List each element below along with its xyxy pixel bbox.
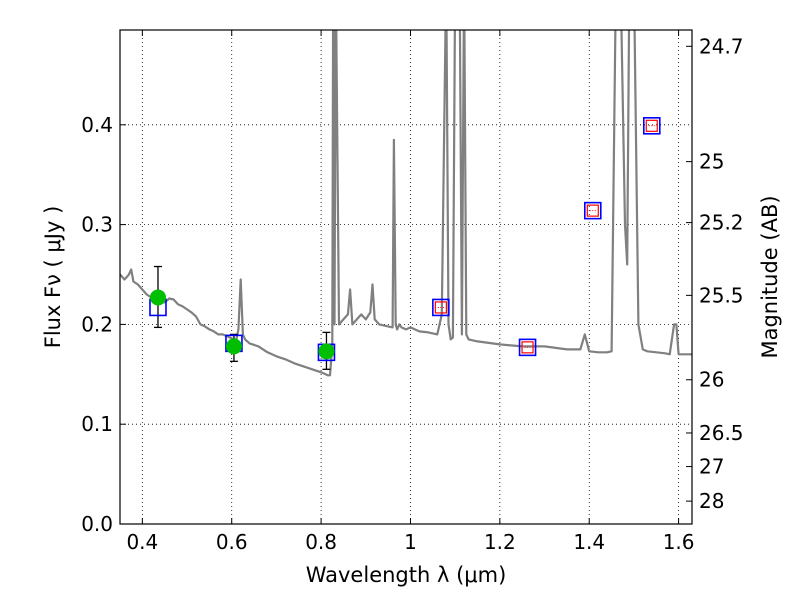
model-square	[518, 338, 537, 357]
model-inner-square	[586, 204, 599, 217]
y-tick-label: 0.2	[81, 312, 113, 336]
y2-tick-label: 25.2	[699, 211, 744, 235]
axis-ticks: 0.4 0.6 0.8 1 1.2 1.4 1.6 0.0 0.1 0.2 0.3 0.4 24.7 25…	[81, 30, 744, 554]
observed-point	[225, 338, 242, 355]
model-inner-square	[521, 341, 534, 354]
observed-point	[318, 343, 335, 360]
y2-tick-label: 26.5	[699, 421, 744, 445]
x-axis-title: Wavelength λ (μm)	[306, 563, 507, 587]
y2-tick-label: 26	[699, 368, 724, 392]
y2-tick-label: 25	[699, 150, 724, 174]
y2-tick-label: 25.5	[699, 283, 744, 307]
y2-tick-label: 27	[699, 455, 724, 479]
y-tick-label: 0.0	[81, 512, 113, 536]
x-tick-label: 0.8	[305, 530, 337, 554]
y-tick-label: 0.3	[81, 213, 113, 237]
data-series	[120, 30, 692, 377]
model-inner-square	[434, 301, 447, 314]
x-tick-label: 1.6	[663, 530, 695, 554]
y-tick-label: 0.1	[81, 412, 113, 436]
x-tick-label: 1	[404, 530, 417, 554]
y-tick-label: 0.4	[81, 113, 113, 137]
spectrum-line	[120, 30, 692, 377]
observed-point	[149, 289, 166, 306]
y2-tick-label: 24.7	[699, 34, 744, 58]
x-tick-label: 1.2	[484, 530, 516, 554]
x-tick-label: 1.4	[573, 530, 605, 554]
y2-tick-label: 28	[699, 489, 724, 513]
x-tick-label: 0.4	[126, 530, 158, 554]
grid-lines	[120, 30, 692, 525]
y-axis-title: Flux Fν ( μJy )	[41, 206, 65, 349]
model-square	[583, 201, 602, 220]
model-square	[432, 298, 450, 317]
y2-axis-title: Magnitude (AB)	[758, 195, 782, 358]
model-inner-square	[645, 119, 658, 132]
x-tick-label: 0.6	[216, 530, 248, 554]
model-square	[642, 117, 661, 135]
plot-frame	[119, 29, 693, 525]
